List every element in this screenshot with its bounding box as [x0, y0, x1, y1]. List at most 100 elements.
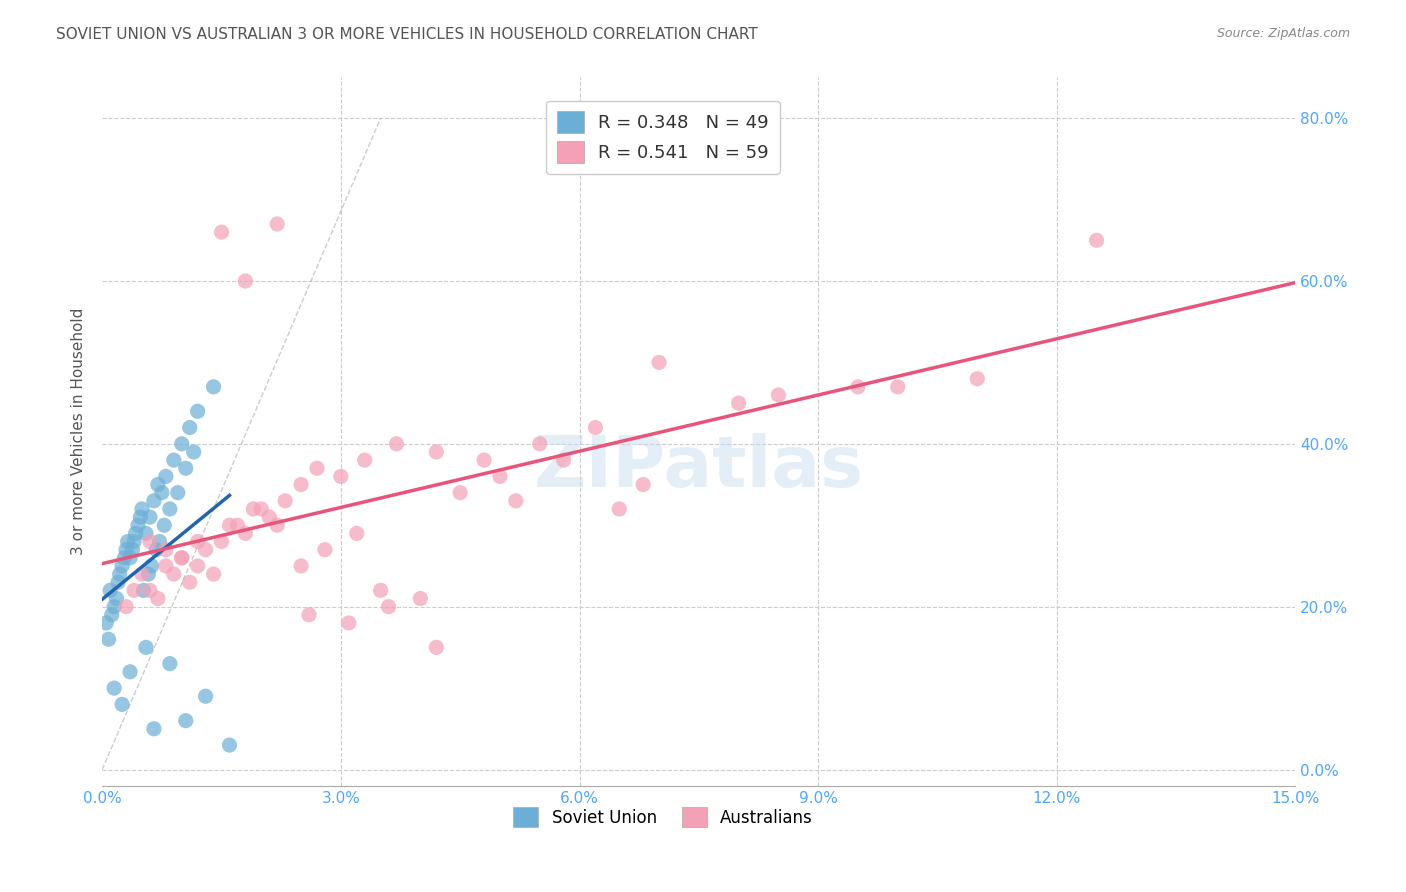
Point [131, 567, 153, 582]
Point [148, 534, 170, 549]
Point [97, 632, 120, 647]
Point [235, 274, 257, 288]
Point [135, 526, 157, 541]
Point [179, 575, 201, 590]
Point [211, 534, 233, 549]
Point [846, 380, 869, 394]
Point [150, 485, 173, 500]
Point [187, 534, 209, 549]
Point [187, 404, 209, 418]
Point [202, 380, 225, 394]
Point [139, 510, 162, 524]
Point [235, 526, 257, 541]
Point [553, 453, 575, 467]
Point [163, 567, 186, 582]
Legend: Soviet Union, Australians: Soviet Union, Australians [506, 800, 820, 834]
Point [170, 437, 193, 451]
Point [121, 542, 143, 557]
Point [353, 453, 375, 467]
Point [583, 420, 606, 434]
Text: Source: ZipAtlas.com: Source: ZipAtlas.com [1216, 27, 1350, 40]
Point [337, 615, 360, 630]
Point [305, 461, 328, 475]
Point [290, 558, 312, 573]
Y-axis label: 3 or more Vehicles in Household: 3 or more Vehicles in Household [72, 308, 86, 556]
Text: SOVIET UNION VS AUSTRALIAN 3 OR MORE VEHICLES IN HOUSEHOLD CORRELATION CHART: SOVIET UNION VS AUSTRALIAN 3 OR MORE VEH… [56, 27, 758, 42]
Point [218, 738, 240, 752]
Point [370, 583, 392, 598]
Point [886, 380, 908, 394]
Point [166, 485, 188, 500]
Point [103, 681, 125, 695]
Point [115, 542, 138, 557]
Point [170, 550, 193, 565]
Point [111, 558, 134, 573]
Point [648, 355, 671, 369]
Point [155, 542, 177, 557]
Point [146, 477, 169, 491]
Point [242, 502, 264, 516]
Point [218, 518, 240, 533]
Point [146, 591, 169, 606]
Point [135, 640, 157, 655]
Point [768, 388, 790, 402]
Point [103, 599, 125, 614]
Point [122, 534, 145, 549]
Point [159, 657, 181, 671]
Point [105, 591, 128, 606]
Point [194, 690, 217, 704]
Point [226, 518, 249, 533]
Point [115, 599, 138, 614]
Point [139, 583, 162, 598]
Point [141, 558, 163, 573]
Point [174, 714, 197, 728]
Point [472, 453, 495, 467]
Point [425, 640, 447, 655]
Point [266, 518, 288, 533]
Point [377, 599, 399, 614]
Point [631, 477, 654, 491]
Point [425, 445, 447, 459]
Point [1085, 233, 1108, 247]
Point [174, 461, 197, 475]
Point [98, 583, 121, 598]
Point [124, 526, 146, 541]
Point [139, 534, 162, 549]
Point [211, 225, 233, 239]
Point [187, 558, 209, 573]
Point [127, 518, 149, 533]
Point [298, 607, 321, 622]
Point [114, 550, 136, 565]
Point [259, 510, 281, 524]
Point [250, 502, 273, 516]
Point [108, 567, 131, 582]
Point [129, 510, 152, 524]
Point [117, 534, 139, 549]
Point [153, 518, 176, 533]
Point [100, 607, 122, 622]
Point [385, 437, 408, 451]
Point [163, 453, 186, 467]
Point [96, 615, 118, 630]
Point [142, 722, 165, 736]
Point [966, 372, 988, 386]
Point [107, 575, 129, 590]
Point [409, 591, 432, 606]
Point [142, 493, 165, 508]
Point [131, 502, 153, 516]
Point [346, 526, 368, 541]
Point [266, 217, 288, 231]
Point [159, 502, 181, 516]
Point [138, 567, 160, 582]
Point [329, 469, 352, 483]
Point [118, 665, 141, 679]
Point [505, 493, 527, 508]
Point [290, 477, 312, 491]
Point [118, 550, 141, 565]
Point [145, 542, 167, 557]
Point [529, 437, 551, 451]
Point [179, 420, 201, 434]
Point [489, 469, 512, 483]
Point [607, 502, 630, 516]
Point [314, 542, 336, 557]
